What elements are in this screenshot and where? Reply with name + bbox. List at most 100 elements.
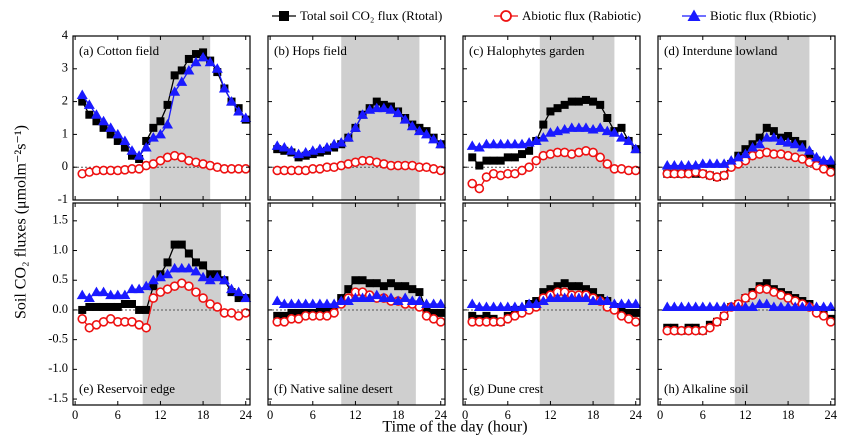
marker bbox=[769, 127, 778, 136]
marker bbox=[775, 301, 787, 311]
marker bbox=[90, 286, 102, 297]
marker bbox=[566, 292, 578, 303]
marker bbox=[128, 151, 136, 160]
marker bbox=[183, 64, 195, 75]
marker bbox=[401, 282, 410, 291]
marker bbox=[191, 50, 200, 59]
marker bbox=[226, 283, 238, 294]
marker bbox=[580, 292, 592, 303]
marker bbox=[191, 287, 201, 297]
marker bbox=[162, 268, 174, 279]
x-tick-label: 0 bbox=[72, 408, 78, 422]
marker bbox=[466, 298, 478, 308]
marker bbox=[573, 292, 585, 303]
marker bbox=[601, 295, 613, 306]
marker bbox=[240, 164, 251, 174]
marker bbox=[811, 151, 823, 162]
marker bbox=[184, 281, 194, 291]
marker bbox=[280, 311, 289, 320]
marker bbox=[197, 51, 209, 62]
marker bbox=[177, 66, 186, 75]
marker bbox=[768, 301, 780, 311]
marker bbox=[608, 127, 620, 137]
marker bbox=[523, 298, 535, 308]
marker bbox=[825, 155, 837, 165]
marker bbox=[436, 308, 445, 317]
plot-frame bbox=[462, 35, 641, 201]
marker bbox=[183, 262, 195, 273]
marker bbox=[240, 292, 252, 303]
marker bbox=[415, 288, 424, 297]
marker bbox=[630, 317, 641, 327]
marker bbox=[271, 140, 283, 150]
marker bbox=[754, 298, 766, 308]
marker bbox=[488, 301, 500, 311]
legend-marker bbox=[500, 10, 512, 22]
marker bbox=[83, 292, 95, 303]
panel-label: (f) Native saline desert bbox=[274, 381, 393, 396]
x-tick-label: 0 bbox=[657, 408, 663, 422]
marker bbox=[559, 292, 571, 303]
marker bbox=[365, 279, 374, 288]
y-tick-label: 1.0 bbox=[52, 242, 68, 256]
marker bbox=[206, 270, 215, 279]
marker bbox=[616, 298, 628, 308]
marker bbox=[719, 170, 729, 181]
marker bbox=[473, 301, 485, 311]
marker bbox=[113, 136, 122, 145]
marker bbox=[385, 292, 397, 303]
x-tick-label: 0 bbox=[462, 408, 468, 422]
marker bbox=[747, 290, 758, 300]
marker bbox=[76, 89, 88, 100]
shaded-period bbox=[734, 36, 810, 200]
marker bbox=[184, 54, 193, 63]
x-tick-label: 6 bbox=[310, 408, 316, 422]
marker bbox=[818, 155, 830, 165]
marker bbox=[278, 142, 290, 152]
marker bbox=[233, 105, 245, 116]
marker bbox=[163, 258, 172, 267]
marker bbox=[704, 301, 716, 311]
marker bbox=[177, 240, 186, 249]
marker bbox=[78, 305, 87, 314]
marker bbox=[315, 305, 324, 314]
panel-label: (b) Hops field bbox=[274, 43, 347, 58]
marker bbox=[406, 120, 418, 131]
y-tick-label: 3 bbox=[62, 61, 68, 75]
marker bbox=[566, 122, 578, 132]
marker bbox=[218, 82, 230, 93]
marker bbox=[211, 63, 223, 73]
marker bbox=[198, 293, 208, 303]
marker bbox=[718, 158, 730, 168]
marker bbox=[342, 295, 354, 306]
marker bbox=[169, 262, 181, 273]
marker bbox=[495, 301, 507, 311]
y-tick-label: 0 bbox=[62, 159, 68, 173]
marker bbox=[176, 262, 188, 273]
marker bbox=[169, 86, 181, 96]
marker bbox=[601, 125, 613, 136]
marker bbox=[825, 301, 837, 311]
marker bbox=[413, 125, 425, 136]
marker bbox=[474, 183, 485, 194]
marker bbox=[170, 240, 179, 249]
marker bbox=[525, 146, 534, 155]
y-axis-title: Soil CO₂ fluxes (μmolm⁻²s⁻¹) bbox=[13, 125, 30, 319]
marker bbox=[271, 295, 283, 306]
marker bbox=[371, 102, 383, 113]
marker bbox=[197, 271, 209, 282]
marker bbox=[496, 156, 505, 165]
marker bbox=[140, 142, 152, 152]
marker bbox=[148, 293, 159, 303]
marker bbox=[683, 160, 695, 170]
marker bbox=[92, 302, 101, 311]
marker bbox=[825, 317, 836, 327]
legend-label: Biotic flux (Rbiotic) bbox=[710, 8, 816, 23]
marker bbox=[661, 301, 673, 311]
marker bbox=[608, 298, 620, 308]
marker bbox=[394, 282, 403, 291]
y-tick-label: 2 bbox=[62, 93, 68, 107]
marker bbox=[509, 301, 521, 311]
marker bbox=[712, 317, 722, 327]
marker bbox=[537, 132, 549, 142]
